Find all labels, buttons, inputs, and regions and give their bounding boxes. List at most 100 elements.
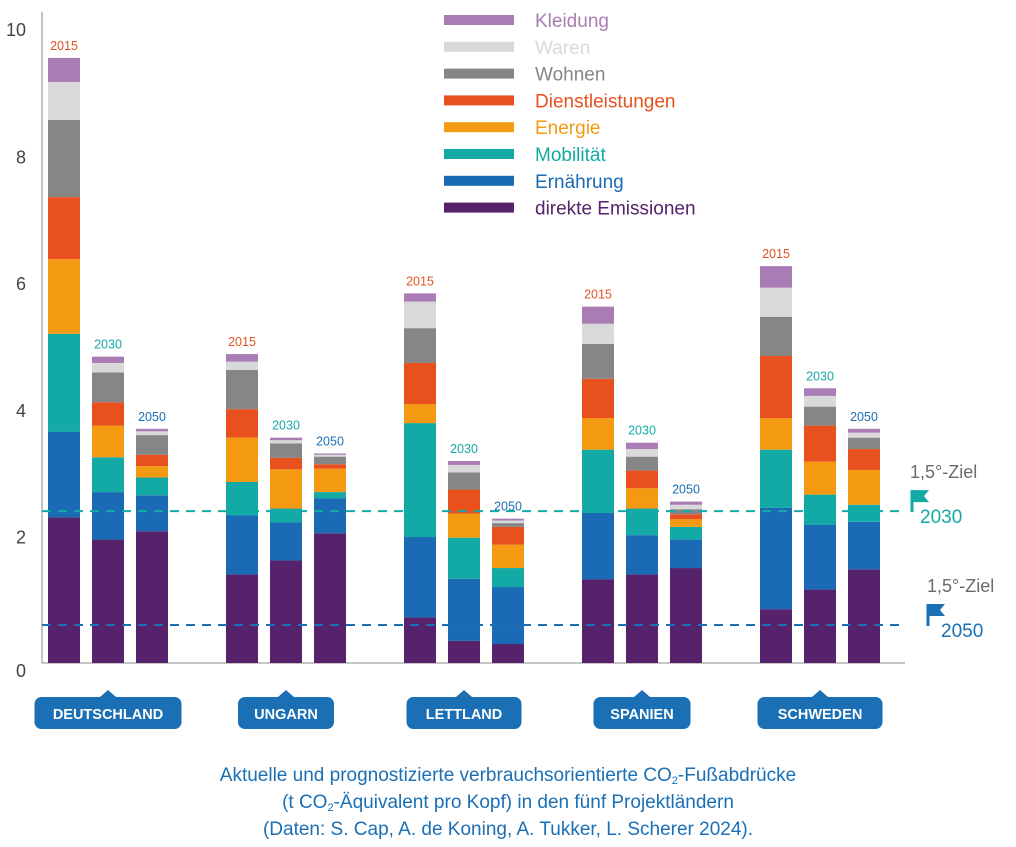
flag-banner-2050	[929, 604, 945, 617]
bar-segment-ungarn-2015-mobilitaet	[226, 481, 258, 516]
badge-background	[34, 697, 182, 729]
bar-segment-schweden-2050-waren	[848, 432, 880, 438]
year-label-spanien-2015: 2015	[584, 288, 612, 302]
year-label-schweden-2050: 2050	[850, 410, 878, 424]
stacked-bars	[48, 57, 880, 663]
bar-segment-lettland-2030-energie	[448, 513, 480, 538]
bar-segment-ungarn-2050-mobilitaet	[314, 492, 346, 499]
badge-label: LETTLAND	[426, 707, 503, 723]
bar-segment-spanien-2030-direkte-emissionen	[626, 574, 658, 663]
bar-segment-ungarn-2030-direkte-emissionen	[270, 560, 302, 663]
bar-segment-lettland-2015-dienstleistungen	[404, 362, 436, 405]
bar-segment-schweden-2030-wohnen	[804, 406, 836, 426]
bar-segment-ungarn-2050-direkte-emissionen	[314, 533, 346, 663]
year-label-deutschland-2030: 2030	[94, 338, 122, 352]
legend-swatch	[444, 41, 514, 52]
country-badge-lettland: LETTLAND	[406, 690, 522, 729]
bar-segment-ungarn-2015-energie	[226, 437, 258, 482]
bar-segment-lettland-2050-ernaehrung	[492, 587, 524, 645]
year-label-ungarn-2015: 2015	[228, 335, 256, 349]
bar-segment-deutschland-2030-mobilitaet	[92, 457, 124, 493]
bar-segment-schweden-2050-kleidung	[848, 428, 880, 433]
bar-segment-spanien-2030-kleidung	[626, 442, 658, 450]
badge-background	[757, 697, 883, 729]
bar-segment-lettland-2030-ernaehrung	[448, 578, 480, 641]
bar-segment-lettland-2050-wohnen	[492, 523, 524, 527]
co2-footprint-chart: 0 2 4 6 8 10 2015 2030 2050 2015 2030 2050 2015 2030…	[6, 11, 994, 729]
reference-lines: 1,5°-Ziel 2030 1,5°-Ziel 2050	[42, 462, 994, 642]
target-year-2030: 2030	[920, 507, 962, 528]
bar-segment-lettland-2030-direkte-emissionen	[448, 640, 480, 663]
legend-swatch	[444, 122, 514, 133]
bar-segment-deutschland-2015-ernaehrung	[48, 431, 80, 518]
bar-segment-lettland-2015-kleidung	[404, 293, 436, 302]
bar-segment-schweden-2050-ernaehrung	[848, 521, 880, 570]
badge-pointer	[278, 690, 294, 697]
bar-segment-deutschland-2030-direkte-emissionen	[92, 539, 124, 663]
legend-swatch	[444, 202, 514, 213]
legend-item-waren: Waren	[444, 38, 590, 59]
badge-label: SCHWEDEN	[778, 707, 863, 723]
badge-label: SPANIEN	[610, 707, 673, 723]
year-label-spanien-2050: 2050	[672, 483, 700, 497]
bar-segment-schweden-2030-mobilitaet	[804, 494, 836, 526]
bar-segment-schweden-2030-kleidung	[804, 388, 836, 396]
bar-segment-ungarn-2030-ernaehrung	[270, 522, 302, 561]
year-label-ungarn-2050: 2050	[316, 434, 344, 448]
bar-segment-deutschland-2015-waren	[48, 81, 80, 120]
bar-segment-lettland-2030-dienstleistungen	[448, 489, 480, 514]
legend-swatch	[444, 68, 514, 79]
bar-segment-ungarn-2050-energie	[314, 468, 346, 493]
bar-segment-ungarn-2050-kleidung	[314, 453, 346, 455]
bar-segment-lettland-2030-waren	[448, 464, 480, 473]
badge-pointer	[812, 690, 828, 697]
bar-segment-lettland-2015-waren	[404, 301, 436, 329]
bar-segment-ungarn-2015-kleidung	[226, 354, 258, 362]
badge-background	[238, 697, 334, 729]
bar-segment-deutschland-2030-dienstleistungen	[92, 402, 124, 426]
country-badge-deutschland: DEUTSCHLAND	[34, 690, 182, 729]
bar-segment-lettland-2015-wohnen	[404, 328, 436, 363]
bar-segment-schweden-2050-wohnen	[848, 437, 880, 450]
bar-segment-schweden-2050-energie	[848, 469, 880, 505]
bar-segment-ungarn-2015-dienstleistungen	[226, 409, 258, 438]
bar-segment-deutschland-2050-kleidung	[136, 428, 168, 432]
bar-segment-deutschland-2050-wohnen	[136, 435, 168, 455]
bar-segment-spanien-2015-mobilitaet	[582, 449, 614, 513]
bar-segment-lettland-2030-mobilitaet	[448, 537, 480, 579]
bar-segment-spanien-2030-dienstleistungen	[626, 470, 658, 489]
bar-segment-spanien-2015-dienstleistungen	[582, 378, 614, 419]
bar-segment-spanien-2015-energie	[582, 418, 614, 450]
bar-segment-ungarn-2030-wohnen	[270, 443, 302, 458]
bar-segment-ungarn-2015-wohnen	[226, 369, 258, 410]
year-label-schweden-2030: 2030	[806, 369, 834, 383]
bar-segment-schweden-2015-energie	[760, 418, 792, 450]
bar-segment-ungarn-2015-direkte-emissionen	[226, 574, 258, 663]
legend-label: Ernährung	[535, 172, 624, 193]
bar-segment-schweden-2015-direkte-emissionen	[760, 609, 792, 663]
year-label-lettland-2015: 2015	[406, 274, 434, 288]
bar-segment-spanien-2050-direkte-emissionen	[670, 568, 702, 663]
legend-item-kleidung: Kleidung	[444, 11, 609, 32]
bar-segment-ungarn-2030-dienstleistungen	[270, 457, 302, 470]
bar-segment-spanien-2050-waren	[670, 504, 702, 510]
bar-segment-lettland-2015-ernaehrung	[404, 537, 436, 618]
bar-segment-deutschland-2050-energie	[136, 466, 168, 478]
bar-segment-deutschland-2050-mobilitaet	[136, 477, 168, 496]
bar-segment-deutschland-2050-ernaehrung	[136, 495, 168, 532]
bar-segment-ungarn-2030-waren	[270, 440, 302, 444]
bar-segment-schweden-2015-kleidung	[760, 266, 792, 288]
badge-label: UNGARN	[254, 707, 318, 723]
legend-item-ernaehrung: Ernährung	[444, 172, 624, 193]
flag-banner-2030	[913, 490, 929, 503]
bar-segment-spanien-2015-direkte-emissionen	[582, 579, 614, 663]
bar-segment-schweden-2015-mobilitaet	[760, 449, 792, 508]
legend-label: direkte Emissionen	[535, 199, 696, 220]
year-label-deutschland-2050: 2050	[138, 410, 166, 424]
bar-segment-schweden-2030-ernaehrung	[804, 525, 836, 590]
bar-segment-deutschland-2050-dienstleistungen	[136, 454, 168, 467]
bar-segment-ungarn-2030-energie	[270, 469, 302, 509]
target-label-2050: 1,5°-Ziel	[927, 576, 994, 596]
bar-segment-spanien-2050-mobilitaet	[670, 526, 702, 540]
legend-item-mobilitaet: Mobilität	[444, 145, 606, 166]
